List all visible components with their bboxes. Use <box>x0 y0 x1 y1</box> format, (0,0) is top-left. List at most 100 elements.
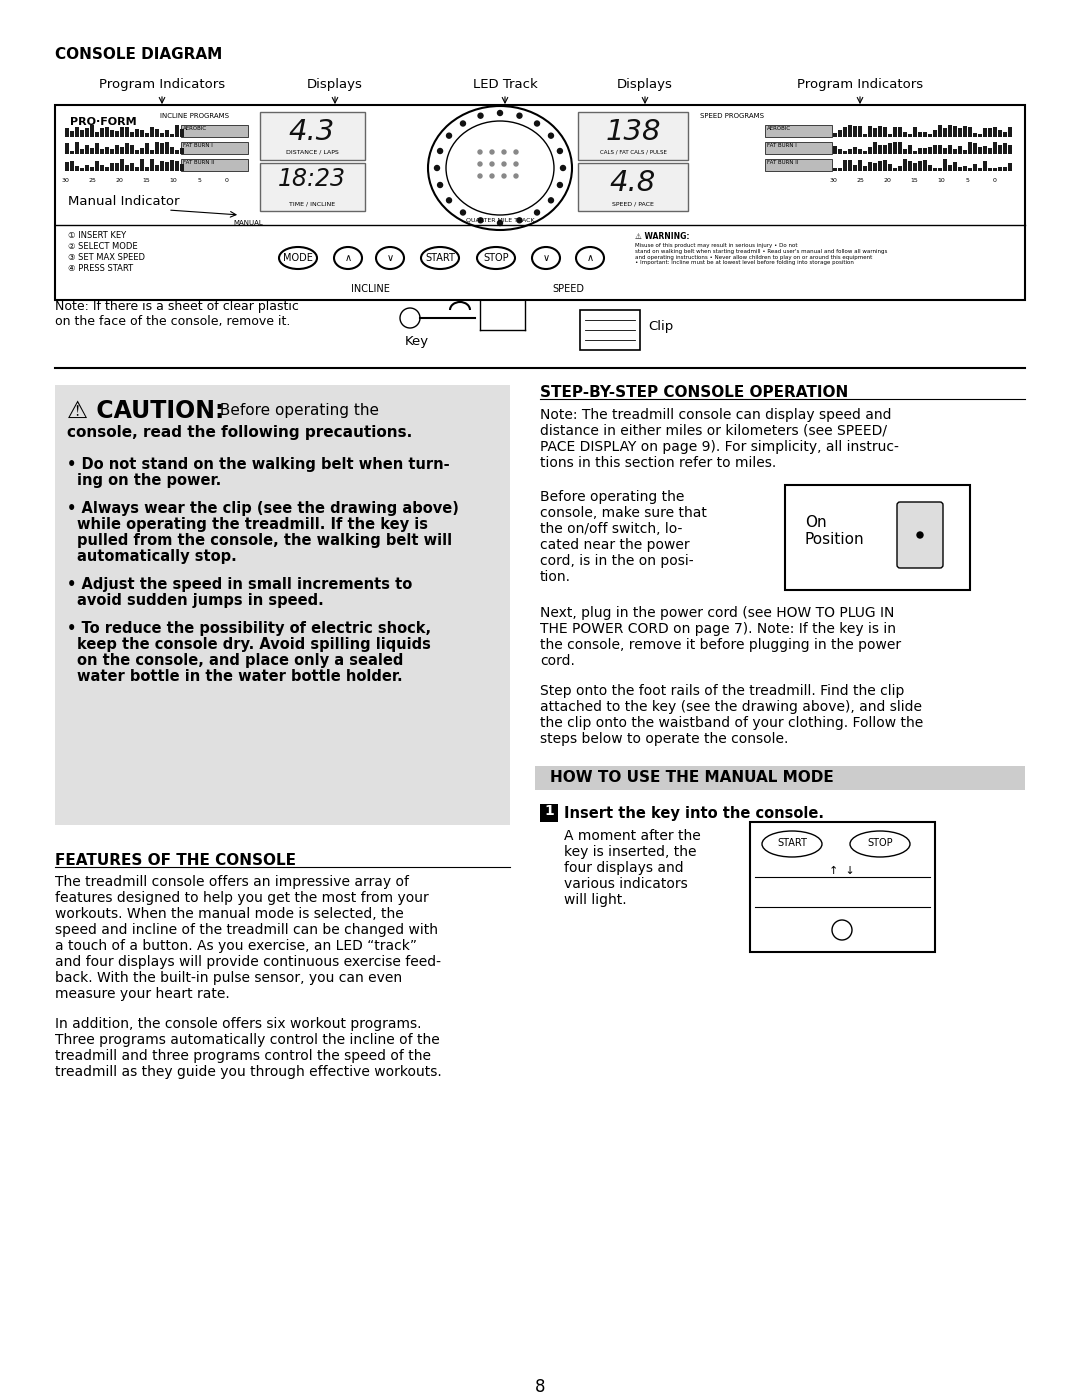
Bar <box>160 142 164 154</box>
Text: FAT BURN II: FAT BURN II <box>183 161 215 165</box>
Bar <box>873 142 877 154</box>
Circle shape <box>446 133 451 138</box>
Bar <box>868 147 872 154</box>
Text: • Do not stand on the walking belt when turn-: • Do not stand on the walking belt when … <box>67 457 449 472</box>
Text: Next, plug in the power cord (see HOW TO PLUG IN: Next, plug in the power cord (see HOW TO… <box>540 606 894 620</box>
Bar <box>80 149 84 154</box>
Text: Key: Key <box>405 335 429 348</box>
Bar <box>998 168 1002 170</box>
Bar <box>918 131 922 137</box>
Bar <box>114 131 119 137</box>
Bar <box>918 148 922 154</box>
Circle shape <box>478 149 482 154</box>
Ellipse shape <box>477 247 515 270</box>
Bar <box>838 149 842 154</box>
Bar <box>130 163 134 170</box>
Bar <box>765 124 832 137</box>
Bar <box>863 166 867 170</box>
Bar <box>968 127 972 137</box>
Circle shape <box>549 133 553 138</box>
Bar <box>65 162 69 170</box>
Text: Program Indicators: Program Indicators <box>797 78 923 91</box>
Bar <box>948 145 951 154</box>
Bar <box>993 168 997 170</box>
Text: ① INSERT KEY: ① INSERT KEY <box>68 231 126 240</box>
Text: avoid sudden jumps in speed.: avoid sudden jumps in speed. <box>77 592 324 608</box>
Bar <box>928 147 932 154</box>
Text: ④ PRESS START: ④ PRESS START <box>68 264 133 272</box>
Bar <box>858 161 862 170</box>
Text: on the console, and place only a sealed: on the console, and place only a sealed <box>77 652 403 668</box>
Text: a touch of a button. As you exercise, an LED “track”: a touch of a button. As you exercise, an… <box>55 939 417 953</box>
Text: 25: 25 <box>89 177 96 183</box>
Bar <box>65 129 69 137</box>
Bar <box>973 142 977 154</box>
Bar <box>858 126 862 137</box>
Text: key is inserted, the: key is inserted, the <box>564 845 697 859</box>
Bar <box>893 127 897 137</box>
Bar <box>145 168 149 170</box>
Text: 20: 20 <box>883 177 891 183</box>
Bar <box>578 112 688 161</box>
Text: workouts. When the manual mode is selected, the: workouts. When the manual mode is select… <box>55 907 404 921</box>
Bar <box>888 134 892 137</box>
Text: features designed to help you get the most from your: features designed to help you get the mo… <box>55 891 429 905</box>
Bar <box>150 159 154 170</box>
Bar <box>260 163 365 211</box>
Bar <box>140 130 144 137</box>
Bar <box>888 142 892 154</box>
Text: FAT BURN I: FAT BURN I <box>183 142 213 148</box>
Bar <box>100 129 104 137</box>
Bar <box>883 161 887 170</box>
Bar <box>135 168 139 170</box>
Text: 20: 20 <box>116 177 123 183</box>
Bar <box>181 159 248 170</box>
Bar <box>150 127 154 137</box>
Text: ③ SET MAX SPEED: ③ SET MAX SPEED <box>68 253 145 263</box>
Bar <box>933 145 937 154</box>
Text: ⚠ CAUTION:: ⚠ CAUTION: <box>67 400 225 423</box>
Ellipse shape <box>421 247 459 270</box>
Bar <box>156 142 159 154</box>
Bar <box>933 168 937 170</box>
Text: Clip: Clip <box>648 320 673 332</box>
Text: 8: 8 <box>535 1377 545 1396</box>
Text: back. With the built-in pulse sensor, you can even: back. With the built-in pulse sensor, yo… <box>55 971 402 985</box>
Circle shape <box>502 175 507 177</box>
Text: attached to the key (see the drawing above), and slide: attached to the key (see the drawing abo… <box>540 700 922 714</box>
Text: STOP: STOP <box>867 838 893 848</box>
Text: and four displays will provide continuous exercise feed-: and four displays will provide continuou… <box>55 956 441 970</box>
Bar <box>578 163 688 211</box>
Text: treadmill as they guide you through effective workouts.: treadmill as they guide you through effe… <box>55 1065 442 1078</box>
Bar <box>140 148 144 154</box>
Bar <box>868 162 872 170</box>
Text: Displays: Displays <box>617 78 673 91</box>
Bar <box>968 142 972 154</box>
Bar <box>958 168 962 170</box>
Bar <box>903 159 907 170</box>
Bar <box>100 165 104 170</box>
Bar <box>939 168 942 170</box>
Text: THE POWER CORD on page 7). Note: If the key is in: THE POWER CORD on page 7). Note: If the … <box>540 622 896 636</box>
Bar <box>913 151 917 154</box>
Text: CONSOLE DIAGRAM: CONSOLE DIAGRAM <box>55 47 222 61</box>
Bar <box>853 147 858 154</box>
Bar <box>863 134 867 137</box>
Circle shape <box>517 113 522 119</box>
Text: console, make sure that: console, make sure that <box>540 506 707 520</box>
Circle shape <box>557 183 563 187</box>
Bar <box>868 126 872 137</box>
Text: INCLINE PROGRAMS: INCLINE PROGRAMS <box>160 113 229 119</box>
Text: cord.: cord. <box>540 654 575 668</box>
Text: ∨: ∨ <box>542 253 550 263</box>
Text: A moment after the: A moment after the <box>564 828 701 842</box>
Circle shape <box>478 175 482 177</box>
Text: PRO·FORM: PRO·FORM <box>70 117 137 127</box>
Text: measure your heart rate.: measure your heart rate. <box>55 988 230 1002</box>
Bar <box>785 485 970 590</box>
Circle shape <box>517 218 522 222</box>
Bar <box>988 129 993 137</box>
Bar <box>85 145 89 154</box>
Text: SPEED PROGRAMS: SPEED PROGRAMS <box>700 113 764 119</box>
Ellipse shape <box>576 247 604 270</box>
